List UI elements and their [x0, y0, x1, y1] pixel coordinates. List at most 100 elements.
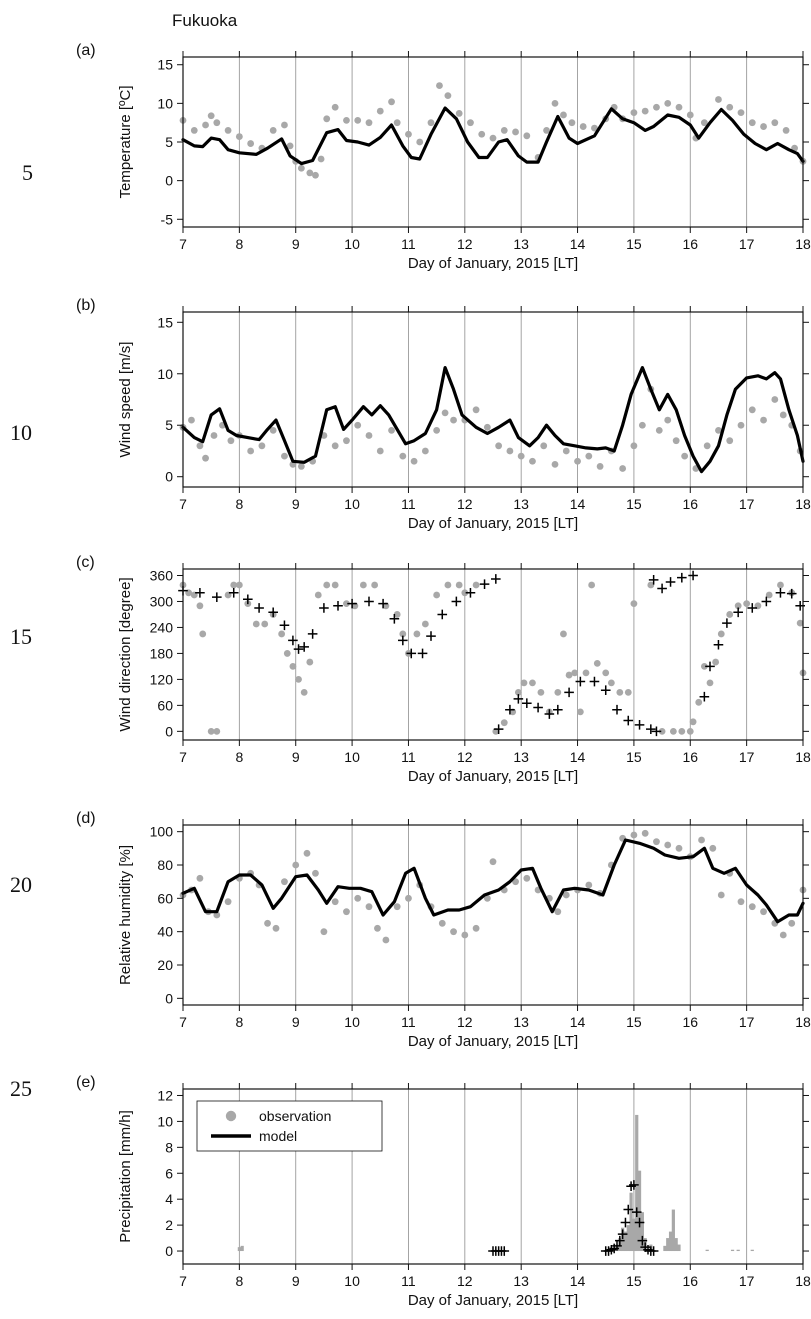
relative-humidity-observation-point-52 — [717, 891, 725, 899]
temperature-observation-point-10 — [281, 121, 288, 129]
temperature-observation-point-51 — [675, 103, 683, 111]
wind-speed-xtick-label-0: 7 — [179, 496, 187, 512]
precipitation-model-marker-18 — [637, 1235, 648, 1246]
precipitation-legend-box — [196, 1100, 383, 1152]
wind-direction-observation-point-75 — [777, 581, 784, 589]
line-number-15: 15 — [10, 624, 32, 649]
wind-direction-ytick-label-2: 120 — [150, 671, 174, 687]
precipitation-ytick-label-2: 4 — [165, 1191, 173, 1207]
temperature-observation-point-2 — [202, 121, 209, 129]
precipitation-observation-bar-23 — [730, 1249, 735, 1252]
relative-humidity-observation-point-14 — [312, 869, 319, 877]
relative-humidity-observation-point-10 — [272, 924, 280, 932]
temperature-observation-point-19 — [343, 116, 350, 124]
wind-direction-observation-point-69 — [717, 630, 725, 638]
wind-direction-observation-point-54 — [602, 669, 610, 677]
wind-direction-model-marker-20 — [417, 648, 428, 659]
wind-direction-observation-point-6 — [213, 727, 221, 735]
wind-speed-observation-point-13 — [297, 463, 305, 470]
relative-humidity-observation-point-51 — [709, 844, 717, 852]
wind-direction-observation-point-58 — [630, 600, 638, 608]
wind-speed-observation-point-27 — [450, 416, 457, 424]
relative-humidity-xtick-label-6: 13 — [513, 1014, 529, 1030]
wind-direction-observation-point-56 — [616, 688, 624, 696]
temperature-xtick-label-10: 17 — [739, 236, 755, 252]
precipitation-xtick-label-7: 14 — [570, 1273, 586, 1289]
wind-speed-observation-point-4 — [210, 432, 218, 439]
wind-speed-observation-point-44 — [638, 421, 646, 429]
relative-humidity-observation-point-17 — [343, 908, 350, 916]
wind-direction-model-marker-12 — [319, 603, 329, 613]
wind-speed-observation-point-25 — [433, 426, 441, 434]
relative-humidity-xtick-label-0: 7 — [179, 1014, 187, 1030]
relative-humidity-xtick-label-8: 15 — [626, 1014, 642, 1030]
wind-speed-xtick-label-7: 14 — [570, 496, 586, 512]
relative-humidity-observation-point-23 — [405, 894, 412, 902]
temperature-xtick-label-11: 18 — [795, 236, 811, 252]
wind-direction-observation-point-33 — [433, 591, 441, 599]
wind-direction-observation-point-52 — [588, 581, 596, 589]
wind-direction-observation-point-18 — [300, 688, 308, 696]
relative-humidity-observation-point-9 — [264, 919, 271, 927]
wind-direction-model-marker-52 — [733, 607, 743, 618]
wind-speed-observation-point-6 — [227, 437, 235, 445]
precipitation-model-marker-9 — [612, 1241, 622, 1251]
wind-direction-model-marker-54 — [761, 596, 772, 607]
wind-direction-observation-point-23 — [343, 600, 350, 608]
wind-speed-observation-point-10 — [269, 426, 277, 434]
wind-direction-observation-point-50 — [576, 708, 584, 716]
temperature-observation-point-31 — [467, 119, 474, 127]
wind-direction-ytick-label-0: 0 — [165, 723, 173, 739]
temperature-observation-point-14 — [306, 169, 314, 177]
wind-direction-model-marker-42 — [651, 726, 662, 737]
wind-direction-ytick-label-5: 300 — [150, 593, 174, 609]
relative-humidity-observation-point-55 — [748, 903, 756, 911]
wind-speed-xtick-label-10: 17 — [739, 496, 755, 512]
precipitation-ytick-label-0: 0 — [165, 1243, 173, 1259]
temperature-observation-point-48 — [641, 107, 649, 115]
temperature-ytick-label-3: 10 — [157, 95, 173, 111]
precipitation-xtick-label-8: 15 — [626, 1273, 642, 1289]
wind-direction-model-marker-6 — [268, 607, 278, 618]
wind-direction-model-marker-7 — [279, 620, 290, 631]
wind-speed-observation-point-39 — [585, 452, 593, 460]
wind-direction-observation-point-36 — [461, 589, 469, 597]
wind-speed-plot-frame — [182, 311, 804, 488]
wind-direction-model-marker-13 — [333, 600, 343, 611]
wind-direction-model-marker-49 — [705, 661, 715, 672]
wind-direction-xtick-label-9: 16 — [682, 749, 698, 765]
wind-speed-observation-point-40 — [596, 463, 604, 470]
wind-speed-observation-point-11 — [281, 452, 288, 460]
temperature-observation-point-13 — [297, 164, 305, 172]
wind-direction-model-marker-14 — [347, 598, 357, 609]
wind-direction-model-marker-46 — [677, 572, 687, 583]
wind-direction-model-marker-15 — [364, 596, 374, 607]
wind-direction-observation-point-70 — [726, 611, 734, 618]
wind-direction-model-marker-55 — [775, 588, 786, 598]
wind-direction-model-marker-33 — [553, 704, 563, 715]
wind-speed-xtick-label-6: 13 — [513, 496, 529, 512]
relative-humidity-observation-point-29 — [472, 924, 480, 932]
wind-direction-ytick-label-4: 240 — [150, 619, 174, 635]
wind-direction-observation-point-11 — [252, 620, 260, 628]
relative-humidity-panel-label: (d) — [76, 810, 96, 827]
wind-direction-observation-point-14 — [278, 630, 286, 638]
temperature-observation-point-25 — [405, 130, 412, 138]
temperature-observation-point-56 — [726, 103, 734, 111]
wind-direction-model-marker-4 — [243, 594, 253, 605]
wind-direction-observation-point-59 — [647, 581, 655, 589]
relative-humidity-xtick-label-7: 14 — [570, 1014, 586, 1030]
wind-speed-xtick-label-4: 11 — [401, 496, 416, 512]
precipitation-y-axis-label: Precipitation [mm/h] — [117, 1110, 134, 1243]
temperature-observation-point-26 — [416, 138, 424, 146]
wind-direction-observation-point-20 — [314, 591, 322, 599]
wind-direction-panel-label: (c) — [76, 554, 95, 571]
wind-direction-model-marker-53 — [747, 603, 758, 613]
wind-speed-observation-point-21 — [388, 426, 395, 434]
wind-direction-observation-point-49 — [571, 669, 579, 677]
precipitation-xtick-label-2: 9 — [292, 1273, 300, 1289]
temperature-observation-point-57 — [737, 109, 745, 117]
temperature-xtick-label-1: 8 — [235, 236, 243, 252]
wind-speed-observation-point-51 — [703, 442, 711, 450]
wind-direction-observation-point-41 — [514, 688, 522, 696]
